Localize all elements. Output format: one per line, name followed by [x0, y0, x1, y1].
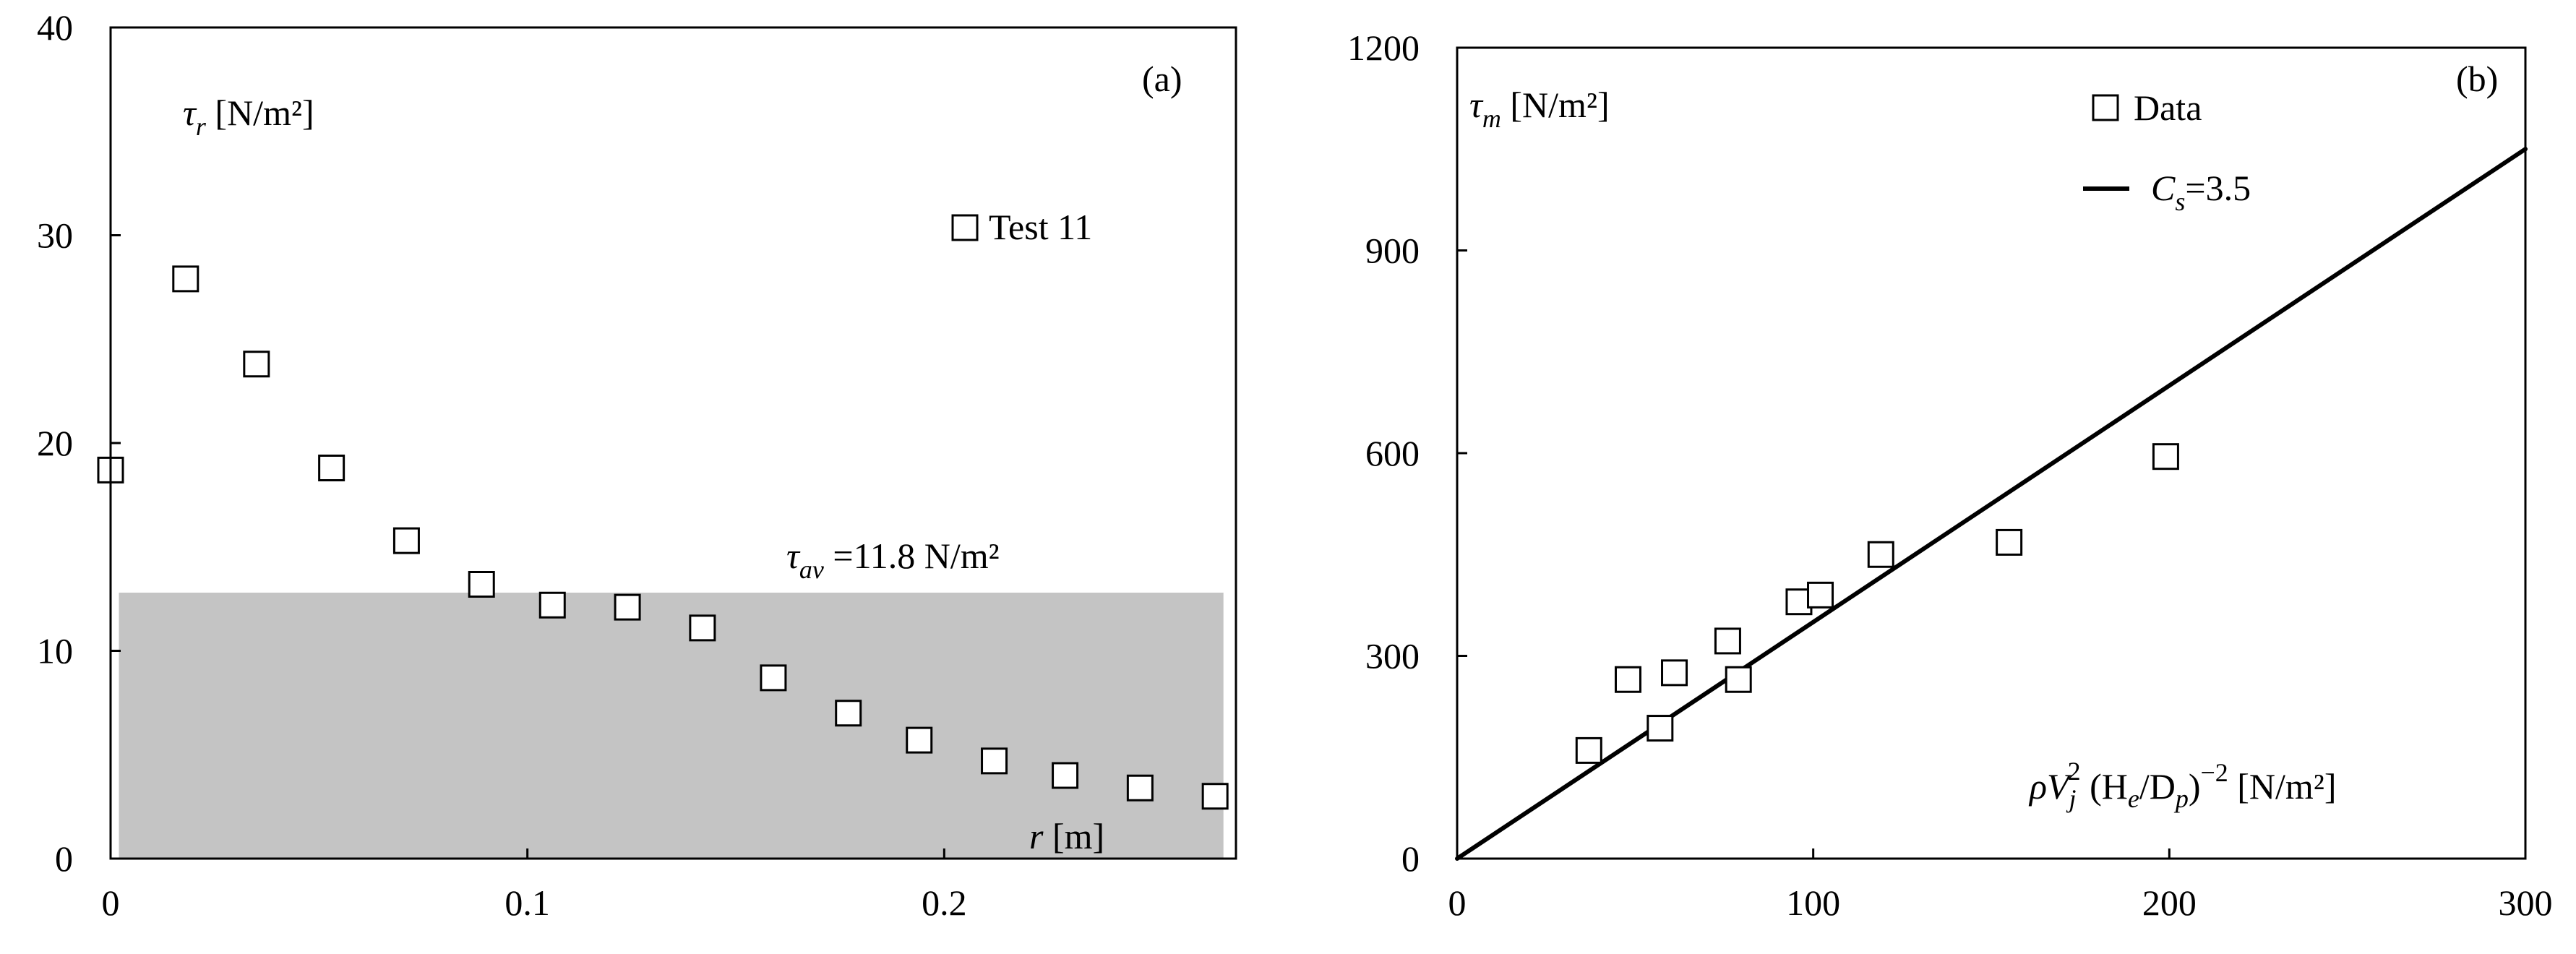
- panel-b-legend-data-label: Data: [2134, 87, 2202, 128]
- x-tick-label: 0.2: [922, 882, 967, 923]
- panel-b-label: (b): [2456, 59, 2498, 99]
- data-point: [1201, 783, 1229, 810]
- data-point: [2152, 443, 2179, 470]
- shaded-region-layer: [119, 593, 1224, 859]
- y-tick-label: 20: [37, 423, 73, 463]
- y-tick-label: 40: [37, 7, 73, 48]
- y-tick-label: 30: [37, 215, 73, 256]
- x-tick-label: 0.1: [505, 882, 550, 923]
- panel-a-legend-marker: [951, 214, 979, 241]
- panel-a-xlabel: r [m]: [1029, 816, 1104, 856]
- y-tick-label: 600: [1365, 433, 1420, 473]
- panel-b-y-ticks: 0 300 600 900 1200: [1347, 27, 1467, 879]
- data-point: [468, 571, 495, 598]
- x-tick-label: 200: [2142, 882, 2197, 923]
- panel-b-ylabel: τm [N/m²]: [1469, 85, 1610, 133]
- panel-b-fit-line-layer: [1455, 147, 2528, 861]
- data-point: [1807, 581, 1834, 609]
- x-tick-label: 100: [1786, 882, 1840, 923]
- data-point: [1661, 659, 1688, 687]
- data-point: [906, 726, 933, 754]
- data-point: [1725, 666, 1752, 693]
- shaded-region: [119, 593, 1224, 859]
- panel-b-legend-data-marker: [2092, 94, 2119, 121]
- data-point: [1714, 627, 1741, 655]
- y-tick-label: 300: [1365, 636, 1420, 676]
- x-tick-label: 0: [1448, 882, 1467, 923]
- data-point: [835, 700, 862, 727]
- panel-a-ylabel: τr [N/m²]: [183, 93, 314, 141]
- panel-a-x-ticks: 0 0.1 0.2: [102, 848, 967, 923]
- y-tick-label: 0: [1401, 838, 1420, 879]
- data-point: [392, 527, 420, 554]
- data-point: [614, 593, 641, 621]
- x-tick-label: 0: [102, 882, 120, 923]
- data-point: [689, 614, 716, 642]
- data-point: [760, 664, 787, 692]
- data-point: [1052, 762, 1079, 789]
- panel-b-legend-fit-label: Cs=3.5: [2151, 168, 2251, 216]
- x-tick-label: 300: [2499, 882, 2553, 923]
- fit-line: [1455, 147, 2528, 861]
- data-point: [1575, 736, 1602, 764]
- data-point: [1867, 541, 1894, 568]
- panel-a-points: [97, 265, 1229, 810]
- data-point: [243, 351, 270, 378]
- panel-a-legend-label: Test 11: [989, 207, 1092, 247]
- panel-b-xlabel: ρVj2 (He/Dp)−2 [N/m²]: [2028, 757, 2336, 813]
- data-point: [538, 591, 566, 619]
- data-point: [1996, 528, 2023, 556]
- data-point: [318, 455, 345, 481]
- data-point: [1614, 666, 1641, 693]
- panel-a-label: (a): [1142, 59, 1182, 99]
- y-tick-label: 900: [1365, 231, 1420, 271]
- panel-b-points: [1575, 443, 2179, 764]
- data-point: [1647, 715, 1674, 742]
- data-point: [172, 265, 199, 293]
- y-tick-label: 0: [55, 838, 73, 879]
- y-tick-label: 1200: [1347, 27, 1420, 68]
- y-tick-label: 10: [37, 631, 73, 671]
- panel-b-x-ticks: 0 100 200 300: [1448, 848, 2553, 923]
- panel-a-annotation-tau-av: τav =11.8 N/m²: [786, 536, 1000, 584]
- data-point: [1126, 774, 1154, 802]
- panel-b-frame: [1456, 46, 2527, 860]
- data-point: [981, 747, 1008, 775]
- panel-a-y-ticks: 0 10 20 30 40: [37, 7, 121, 879]
